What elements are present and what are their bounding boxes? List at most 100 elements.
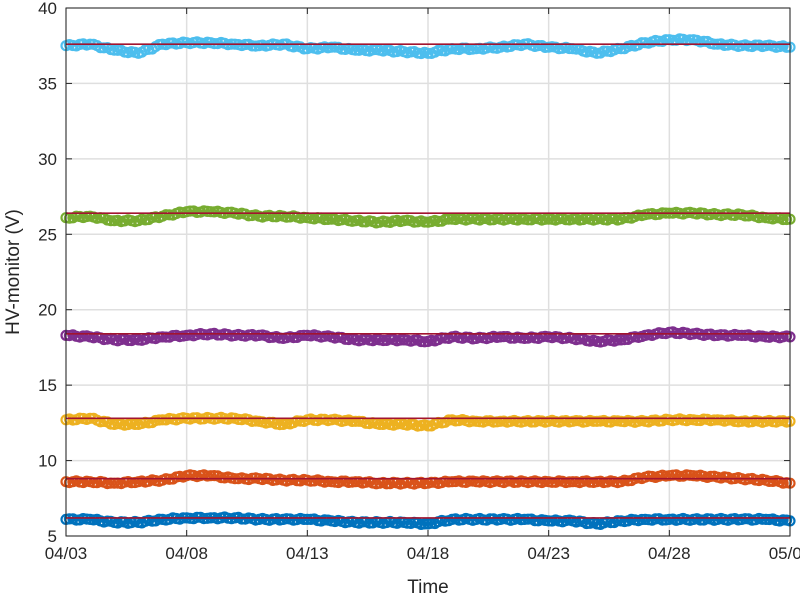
data-marker [694, 514, 707, 526]
data-marker [636, 330, 648, 343]
data-marker [611, 334, 624, 346]
data-marker [370, 333, 382, 345]
data-marker [563, 416, 576, 428]
data-marker [81, 413, 93, 425]
data-marker [346, 515, 358, 527]
data-marker [587, 214, 600, 226]
data-marker [153, 414, 165, 426]
data-marker [515, 475, 527, 487]
data-marker [153, 513, 165, 525]
data-marker [370, 217, 382, 229]
data-marker [491, 514, 503, 526]
data-marker [443, 515, 455, 527]
data-marker [463, 475, 475, 487]
x-tick-label: 04/08 [165, 544, 208, 563]
data-marker [250, 514, 262, 526]
data-marker [515, 514, 527, 526]
data-marker [532, 39, 544, 52]
data-marker [322, 514, 334, 526]
data-marker [539, 41, 551, 54]
data-marker [732, 208, 744, 220]
data-marker [467, 475, 479, 487]
data-marker [346, 476, 358, 488]
y-tick-label: 25 [38, 225, 57, 244]
data-marker [250, 330, 262, 342]
data-marker [346, 415, 358, 427]
data-marker [546, 476, 558, 488]
data-point [301, 513, 313, 526]
data-marker [477, 213, 489, 225]
data-marker [222, 206, 234, 218]
x-tick-label: 04/23 [527, 544, 570, 563]
data-marker [749, 39, 762, 51]
data-marker [212, 329, 224, 341]
data-marker [184, 205, 196, 217]
data-marker [739, 210, 751, 222]
data-marker [780, 330, 793, 342]
data-marker [636, 37, 648, 49]
data-marker [250, 209, 262, 221]
data-marker [225, 330, 238, 342]
data-marker [660, 514, 672, 526]
y-tick-label: 30 [38, 150, 57, 169]
data-marker [515, 213, 527, 225]
data-marker [491, 475, 503, 487]
y-tick-label: 15 [38, 376, 57, 395]
data-marker [732, 329, 744, 341]
data-marker [298, 513, 310, 526]
reference-lines [66, 43, 790, 519]
x-tick-label: 04/18 [407, 544, 450, 563]
data-series [60, 511, 796, 531]
data-marker [129, 333, 141, 345]
data-marker [708, 414, 720, 426]
data-marker [732, 514, 744, 526]
data-marker [112, 44, 124, 56]
data-marker [481, 415, 493, 427]
data-marker [225, 513, 238, 525]
data-marker [105, 515, 117, 527]
data-marker [419, 216, 431, 228]
data-marker [660, 470, 672, 482]
data-marker [129, 216, 141, 228]
tick-labels: 04/03 04/08 04/13 04/18 04/23 04/28 05/03 5 10 15… [38, 0, 800, 563]
data-marker [425, 476, 437, 488]
data-marker [708, 470, 720, 482]
data-marker [691, 414, 703, 426]
data-marker [250, 40, 262, 52]
data-marker [491, 331, 503, 343]
data-marker [419, 419, 431, 431]
data-marker [763, 475, 775, 487]
data-marker [250, 415, 262, 427]
data-marker [274, 514, 286, 526]
data-marker [298, 329, 310, 341]
data-marker [780, 514, 793, 526]
data-marker [129, 418, 141, 430]
data-marker [732, 416, 744, 428]
data-marker [236, 513, 248, 525]
data-marker [322, 213, 334, 225]
data-marker [129, 515, 141, 528]
data-marker [201, 329, 213, 341]
data-marker [394, 44, 406, 57]
data-marker [322, 42, 334, 54]
data-marker [298, 415, 310, 427]
y-axis-label: HV-monitor (V) [3, 209, 24, 335]
data-marker [77, 330, 89, 342]
data-marker [587, 46, 600, 58]
data-marker [539, 330, 551, 342]
data-marker [611, 214, 624, 226]
data-marker [419, 336, 431, 348]
data-marker [443, 213, 455, 225]
data-marker [274, 39, 286, 51]
data-marker [201, 411, 213, 424]
y-tick-label: 40 [38, 0, 57, 18]
data-marker [732, 472, 744, 484]
data-marker [563, 214, 576, 226]
data-marker [443, 414, 455, 426]
data-series [60, 326, 796, 348]
data-marker [611, 515, 624, 527]
data-marker [539, 213, 551, 225]
data-marker [298, 473, 310, 486]
data-marker [225, 206, 238, 218]
